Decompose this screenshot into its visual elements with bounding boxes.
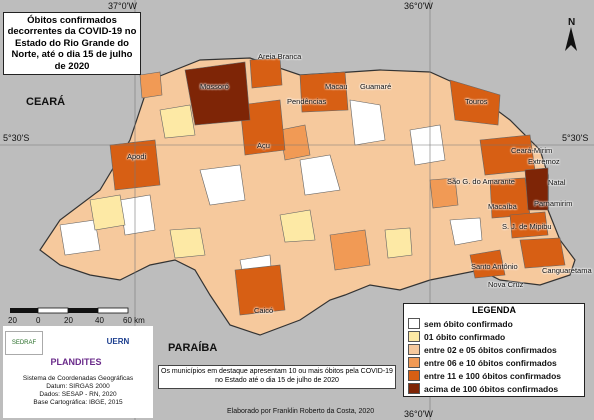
- municipality-one: [169, 227, 206, 259]
- city-label: S. J. de Mipibu: [502, 222, 552, 231]
- city-label: Macaíba: [488, 202, 517, 211]
- city-label: Apodi: [127, 152, 147, 161]
- city-label: Ceará-Mirim: [511, 146, 553, 155]
- legend-title: LEGENDA: [471, 305, 516, 315]
- municipality-none: [119, 194, 156, 236]
- city-label: Natal: [548, 178, 566, 187]
- author-credit: Elaborado por Franklin Roberto da Costa,…: [227, 408, 375, 415]
- city-label: Guamaré: [360, 82, 392, 91]
- neighbor-ceara: CEARÁ: [26, 96, 66, 108]
- municipality-none: [199, 164, 246, 206]
- municipality-top: [524, 167, 549, 211]
- latitude-label-right: 5°30'S: [562, 133, 589, 143]
- municipality-none: [59, 219, 101, 256]
- municipality-high: [509, 211, 549, 239]
- city-label: Canguaretama: [542, 266, 592, 275]
- municipality-high: [249, 57, 283, 89]
- municipality-high: [479, 134, 536, 176]
- scale-tick: 20: [8, 316, 17, 325]
- legend-item: entre 02 e 05 óbitos confirmados: [408, 344, 557, 355]
- scale-bar: 20 0 20 40 60 km: [8, 307, 158, 327]
- municipality-one: [384, 227, 413, 259]
- municipality-one: [279, 209, 316, 243]
- logo-plandites: PLANDITES: [50, 357, 102, 367]
- legend-item: 01 óbito confirmado: [408, 331, 505, 342]
- legend-swatch: [408, 383, 420, 394]
- scale-tick: 20: [64, 316, 73, 325]
- city-label: Extremoz: [528, 157, 560, 166]
- municipality-high: [519, 237, 566, 269]
- scale-tick: 40: [95, 316, 104, 325]
- municipality-high: [234, 264, 286, 316]
- north-arrow-label: N: [568, 17, 575, 28]
- scale-bar-graphic: 20 0 20 40 60 km: [8, 307, 145, 325]
- city-label: Mossoró: [200, 82, 229, 91]
- municipality-one: [89, 194, 126, 231]
- legend-item: acima de 100 óbitos confirmados: [408, 383, 558, 394]
- logo-sedraf: SEDRAF: [5, 331, 43, 355]
- longitude-label-bottom-right: 36°0'W: [404, 409, 433, 419]
- metadata-line: Base Cartográfica: IBGE, 2015: [33, 399, 123, 407]
- scale-tick: 60 km: [123, 316, 145, 325]
- municipality-top: [184, 61, 251, 126]
- legend-item: entre 11 e 100 óbitos confirmados: [408, 370, 561, 381]
- municipality-mid: [329, 229, 371, 271]
- logo-uern: UERN: [106, 337, 130, 346]
- longitude-label-right: 36°0'W: [404, 1, 433, 11]
- legend-item: sem óbito confirmado: [408, 318, 513, 329]
- highlight-note: Os municípios em destaque apresentam 10 …: [158, 365, 396, 389]
- legend-swatch: [408, 370, 420, 381]
- metadata-line: Datum: SIRGAS 2000: [46, 383, 110, 391]
- latitude-label-left: 5°30'S: [3, 133, 30, 143]
- municipality-none: [299, 154, 341, 196]
- city-label: Pendências: [287, 97, 327, 106]
- legend-swatch: [408, 318, 420, 329]
- city-label: Areia Branca: [258, 52, 302, 61]
- city-label: Touros: [465, 97, 488, 106]
- legend-swatch: [408, 331, 420, 342]
- city-label: Nova Cruz: [488, 280, 524, 289]
- neighbor-paraiba: PARAÍBA: [168, 342, 218, 354]
- municipality-high: [469, 249, 506, 279]
- scale-tick: 0: [36, 316, 41, 325]
- legend-swatch: [408, 344, 420, 355]
- legend-label: entre 11 e 100 óbitos confirmados: [424, 370, 561, 381]
- municipality-high: [299, 71, 349, 113]
- city-label: Parnamirim: [534, 199, 573, 208]
- legend-label: entre 02 e 05 óbitos confirmados: [424, 344, 557, 355]
- metadata-line: Dados: SESAP - RN, 2020: [39, 391, 117, 399]
- legend-label: 01 óbito confirmado: [424, 331, 506, 342]
- legend-item: entre 06 e 10 óbitos confirmados: [408, 357, 557, 368]
- municipality-high: [449, 79, 501, 126]
- map-title: Óbitos confirmados decorrentes da COVID-…: [3, 12, 141, 75]
- north-arrow-icon: N: [565, 17, 577, 51]
- institution-logos: SEDRAF UERN PLANDITES Sistema de Coorden…: [3, 326, 153, 418]
- legend: LEGENDA sem óbito confirmado 01 óbito co…: [403, 303, 585, 397]
- metadata-line: Sistema de Coordenadas Geográficas: [22, 375, 134, 382]
- city-label: Macau: [325, 82, 348, 91]
- legend-swatch: [408, 357, 420, 368]
- legend-label: acima de 100 óbitos confirmados: [424, 383, 559, 394]
- north-arrow: N: [561, 15, 581, 55]
- municipality-one: [159, 104, 196, 139]
- legend-label: entre 06 e 10 óbitos confirmados: [424, 357, 557, 368]
- city-label: Caicó: [254, 306, 274, 315]
- legend-label: sem óbito confirmado: [424, 318, 513, 329]
- city-label: São G. do Amarante: [447, 177, 515, 186]
- metadata-block: Sistema de Coordenadas Geográficas Datum…: [3, 375, 153, 408]
- longitude-label-left: 37°0'W: [108, 1, 137, 11]
- city-label: Santo Antônio: [471, 262, 518, 271]
- municipality-mid: [429, 177, 459, 209]
- municipality-high: [239, 99, 286, 156]
- municipality-none: [349, 99, 386, 146]
- municipality-none: [449, 217, 483, 246]
- city-label: Açu: [257, 141, 270, 150]
- municipality-mid: [139, 71, 163, 99]
